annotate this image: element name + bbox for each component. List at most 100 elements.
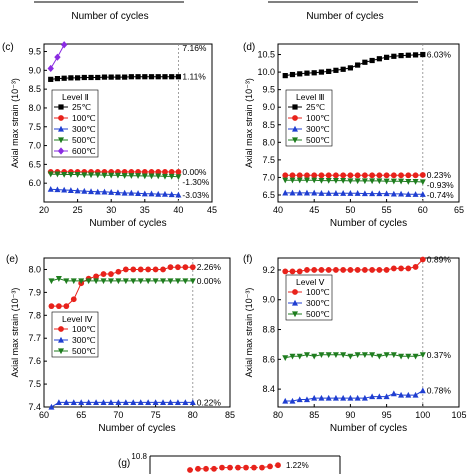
data-point [303,177,310,184]
chart-panel-f: (f) 80 85 90 95 100 105 8.4 8.6 8.8 9.0 9.2 Number o… [243,254,467,434]
end-value-label: 0.23% [427,170,452,180]
data-point [398,353,405,360]
data-point [267,463,273,470]
data-point [289,397,296,404]
data-point [115,268,122,275]
data-point [121,189,128,196]
data-point [114,172,121,179]
x-axis-label: Number of cycles [330,218,407,229]
data-point [168,169,175,175]
data-point [161,190,168,197]
data-point [115,399,122,406]
data-point [376,267,383,273]
x-tick-label: 80 [188,410,198,420]
legend-marker [292,104,298,110]
y-tick-label: 9.5 [28,47,41,57]
data-point [122,399,129,406]
data-point [161,173,168,180]
data-point [174,399,181,406]
data-point [318,177,325,184]
data-point [94,188,101,195]
x-tick-label: 30 [106,205,116,215]
data-point [48,403,55,410]
data-point [289,172,296,179]
data-point [318,267,325,273]
legend-marker [58,125,64,132]
data-point [70,278,77,285]
data-point [282,189,289,196]
data-point [162,74,168,80]
data-point [333,267,339,273]
data-point [390,172,397,179]
y-tick-label: 7.0 [28,141,41,151]
data-point [304,70,310,76]
legend-entry: 300℃ [72,335,96,345]
data-point [167,278,174,285]
data-point [122,278,129,285]
data-point [311,353,318,360]
plot-frame [43,43,213,203]
y-tick-label: 10.8 [131,452,147,461]
data-point [175,74,181,80]
data-point [187,467,193,473]
top-xlabel-left: Number of cycles [71,11,148,22]
data-point [160,266,166,273]
y-tick-label: 9.5 [262,85,275,95]
x-axis-label: Number of cycles [330,423,407,434]
y-tick-label: 8.0 [28,103,41,113]
data-point [135,190,142,196]
y-tick-label: 10.0 [257,67,275,77]
data-point [419,387,426,394]
data-point [160,278,167,285]
data-point [419,256,426,263]
data-point [189,399,196,406]
series-f-0 [282,256,426,275]
data-point [63,303,70,310]
x-axis-label: Number of cycles [89,218,166,229]
data-point [130,266,137,273]
y-axis-label: Axial max strain (10⁻³) [244,288,254,378]
data-point [354,267,361,273]
data-point [325,177,332,184]
data-point [168,173,175,180]
data-point [101,74,108,80]
y-tick-label: 8.4 [262,384,275,394]
data-point [243,464,249,471]
x-axis-label: Number of cycles [98,423,175,434]
data-point [303,352,310,359]
data-point [122,74,128,80]
series-c-1 [47,169,182,175]
data-point [420,51,426,58]
data-point [135,173,142,179]
x-tick-label: 45 [309,205,319,215]
data-point [54,76,61,82]
data-point [145,278,152,285]
y-tick-label: 6.0 [28,178,41,188]
data-point [412,264,419,270]
y-tick-label: 10.5 [257,50,275,60]
y-tick-label: 8.0 [262,137,275,147]
chart-panel-d: (d) 40 45 50 55 60 65 6.5 7.0 7.5 8.0 8.5 9.0 9.5 10.0… [243,42,464,229]
data-point [391,53,397,59]
data-point [340,394,347,401]
data-point [405,179,412,185]
data-point [354,352,361,359]
data-point [122,266,129,273]
series-d-0 [282,51,426,79]
end-value-label: 1.22% [286,461,309,470]
end-value-label: -3.03% [182,190,209,200]
legend-entry: 100℃ [306,113,330,123]
data-point [235,464,241,471]
data-point [376,353,383,360]
legend-entry: 100℃ [72,113,96,123]
y-tick-label: 9.0 [262,102,275,112]
data-point [405,172,412,179]
data-point [304,267,310,273]
data-point [347,172,354,179]
data-point [88,172,95,179]
data-point [332,177,339,184]
data-point [333,67,339,73]
data-point [141,173,148,180]
y-tick-label: 7.4 [28,402,41,412]
